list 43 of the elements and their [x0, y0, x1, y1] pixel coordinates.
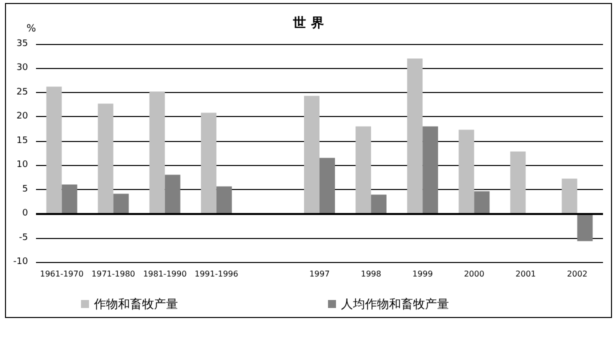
- x-tick-label: 1961-1970: [40, 270, 84, 278]
- bar: [577, 214, 593, 242]
- y-tick-label: 30: [16, 63, 28, 74]
- bar: [407, 58, 423, 214]
- y-tick-label: 10: [16, 160, 28, 170]
- bar: [562, 178, 578, 214]
- y-axis-title: %: [26, 24, 36, 34]
- x-tick-label: 2001: [516, 270, 536, 278]
- y-tick-label: 20: [16, 112, 28, 122]
- bar: [510, 152, 526, 214]
- y-tick-label: 15: [16, 136, 28, 146]
- legend-label: 作物和畜牧产量: [93, 297, 178, 311]
- y-tick-label: 0: [22, 208, 28, 219]
- y-tick-label: -5: [19, 232, 28, 243]
- y-tick-label: 25: [16, 87, 28, 98]
- legend-label: 人均作物和畜牧产量: [341, 297, 449, 311]
- y-tick-label: -10: [13, 257, 28, 267]
- bar: [458, 130, 474, 214]
- bar: [422, 126, 438, 214]
- x-tick-label: 1997: [309, 270, 330, 278]
- x-tick-label: 2000: [464, 270, 484, 278]
- bar: [304, 96, 320, 214]
- y-tick-label: 5: [22, 184, 28, 194]
- bar: [149, 91, 165, 214]
- x-tick-label: 2002: [567, 270, 588, 278]
- x-tick-label: 1971-1980: [92, 270, 136, 278]
- bar: [113, 194, 129, 214]
- bar: [216, 186, 232, 214]
- bar: [46, 86, 62, 214]
- bar: [371, 194, 387, 214]
- x-tick-label: 1981-1990: [143, 270, 187, 278]
- bar: [62, 184, 78, 214]
- bar: [164, 174, 180, 214]
- bar: [200, 112, 216, 214]
- x-tick-label: 1998: [360, 270, 382, 278]
- y-tick-label: 35: [16, 39, 28, 49]
- bar: [474, 191, 490, 214]
- bar: [98, 104, 114, 214]
- x-tick-label: 1991-1996: [194, 270, 238, 278]
- bar: [356, 126, 372, 214]
- chart-title: 世 界: [292, 16, 324, 31]
- x-tick-label: 1999: [412, 270, 433, 278]
- bar: [320, 158, 335, 214]
